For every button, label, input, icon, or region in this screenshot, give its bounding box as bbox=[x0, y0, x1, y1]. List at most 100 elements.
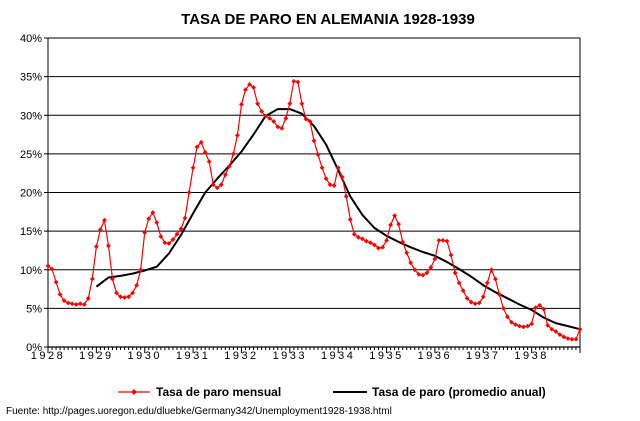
monthly-point-32 bbox=[174, 231, 180, 237]
x-axis-ticks: 1928 1929 1930 1931 1932 1933 1934 1935 1936 1937… bbox=[31, 347, 581, 362]
monthly-point-19 bbox=[122, 295, 127, 300]
monthly-point-68 bbox=[319, 165, 325, 171]
monthly-point-27 bbox=[154, 220, 160, 226]
monthly-point-10 bbox=[85, 295, 91, 301]
monthly-point-100 bbox=[448, 252, 454, 258]
monthly-point-132 bbox=[577, 326, 583, 332]
monthly-point-93 bbox=[420, 272, 426, 278]
monthly-point-29 bbox=[162, 240, 168, 246]
monthly-point-30 bbox=[166, 241, 172, 246]
monthly-point-49 bbox=[243, 87, 248, 93]
monthly-point-101 bbox=[452, 270, 458, 276]
monthly-point-73 bbox=[339, 174, 345, 180]
y-axis-ticks: 0% 5% 10% 15% 20% 25% 30% 35% 40% bbox=[20, 33, 48, 354]
monthly-point-3 bbox=[57, 292, 63, 297]
monthly-point-121 bbox=[533, 305, 539, 311]
monthly-point-96 bbox=[432, 256, 438, 262]
y-tick-label-4: 20% bbox=[20, 188, 42, 200]
monthly-point-5 bbox=[65, 300, 71, 306]
monthly-point-39 bbox=[202, 149, 208, 155]
monthly-point-114 bbox=[505, 314, 510, 320]
monthly-point-128 bbox=[561, 334, 567, 340]
monthly-point-111 bbox=[492, 276, 498, 282]
monthly-point-94 bbox=[424, 270, 430, 276]
monthly-point-9 bbox=[81, 302, 87, 307]
monthly-point-89 bbox=[404, 250, 410, 256]
monthly-point-48 bbox=[239, 102, 244, 107]
monthly-point-82 bbox=[376, 245, 381, 251]
y-tick-label-2: 10% bbox=[20, 265, 42, 277]
legend: Tasa de paro mensual Tasa de paro (prome… bbox=[118, 385, 546, 399]
x-tick-label-1934: 1934 bbox=[321, 350, 355, 362]
x-tick-label-1938: 1938 bbox=[514, 350, 548, 362]
y-tick-label-3: 15% bbox=[20, 226, 42, 238]
monthly-point-65 bbox=[307, 119, 313, 124]
monthly-point-80 bbox=[368, 240, 373, 246]
monthly-point-90 bbox=[408, 260, 414, 266]
monthly-point-56 bbox=[271, 119, 277, 124]
monthly-point-4 bbox=[61, 298, 67, 304]
monthly-point-1 bbox=[49, 266, 55, 272]
y-tick-label-6: 30% bbox=[20, 110, 42, 122]
x-tick-label-1936: 1936 bbox=[418, 350, 452, 362]
monthly-point-85 bbox=[388, 222, 393, 228]
monthly-point-131 bbox=[573, 336, 579, 342]
monthly-point-35 bbox=[186, 190, 192, 195]
monthly-point-6 bbox=[69, 301, 75, 307]
monthly-point-22 bbox=[134, 282, 140, 288]
monthly-point-106 bbox=[472, 301, 478, 307]
monthly-point-66 bbox=[311, 138, 317, 144]
monthly-point-50 bbox=[247, 81, 252, 87]
series-line-annual bbox=[95, 108, 581, 331]
monthly-point-72 bbox=[335, 165, 341, 171]
monthly-point-45 bbox=[226, 163, 232, 169]
monthly-point-107 bbox=[476, 300, 482, 306]
monthly-point-110 bbox=[488, 267, 494, 273]
monthly-point-37 bbox=[194, 144, 200, 150]
monthly-point-112 bbox=[496, 292, 502, 297]
y-tick-label-1: 5% bbox=[26, 303, 42, 315]
monthly-point-116 bbox=[513, 322, 518, 327]
x-tick-label-1931: 1931 bbox=[176, 350, 210, 362]
monthly-point-7 bbox=[73, 302, 79, 307]
monthly-point-43 bbox=[218, 182, 224, 188]
monthly-point-28 bbox=[158, 234, 164, 239]
monthly-point-18 bbox=[118, 294, 123, 300]
monthly-point-17 bbox=[114, 290, 119, 296]
monthly-point-2 bbox=[53, 279, 59, 285]
monthly-point-61 bbox=[291, 78, 297, 84]
monthly-point-16 bbox=[110, 276, 115, 282]
monthly-point-8 bbox=[77, 301, 83, 307]
monthly-point-91 bbox=[412, 267, 418, 273]
monthly-point-88 bbox=[400, 239, 406, 245]
monthly-point-21 bbox=[130, 290, 136, 296]
monthly-point-51 bbox=[251, 85, 256, 90]
monthly-point-23 bbox=[138, 267, 144, 273]
monthly-point-58 bbox=[279, 125, 285, 131]
series-lines bbox=[47, 80, 581, 340]
legend-marker-monthly bbox=[131, 389, 137, 395]
monthly-point-130 bbox=[569, 336, 575, 342]
monthly-point-95 bbox=[428, 265, 434, 270]
monthly-point-120 bbox=[529, 321, 535, 327]
monthly-point-102 bbox=[456, 280, 462, 286]
monthly-point-115 bbox=[509, 319, 514, 325]
x-tick-label-1937: 1937 bbox=[466, 350, 500, 362]
x-tick-label-1929: 1929 bbox=[79, 350, 113, 362]
monthly-point-123 bbox=[541, 306, 547, 312]
monthly-point-67 bbox=[315, 152, 321, 158]
monthly-point-70 bbox=[327, 182, 333, 188]
monthly-point-42 bbox=[214, 185, 220, 191]
monthly-point-126 bbox=[553, 329, 559, 334]
monthly-point-118 bbox=[521, 324, 526, 330]
legend-label-annual: Tasa de paro (promedio anual) bbox=[372, 385, 546, 399]
monthly-point-54 bbox=[263, 113, 269, 119]
monthly-point-109 bbox=[484, 280, 490, 286]
monthly-point-99 bbox=[444, 238, 450, 244]
monthly-point-41 bbox=[210, 182, 216, 188]
monthly-point-63 bbox=[299, 101, 305, 107]
monthly-point-117 bbox=[517, 323, 522, 329]
monthly-point-124 bbox=[545, 322, 551, 328]
monthly-point-53 bbox=[259, 108, 265, 114]
